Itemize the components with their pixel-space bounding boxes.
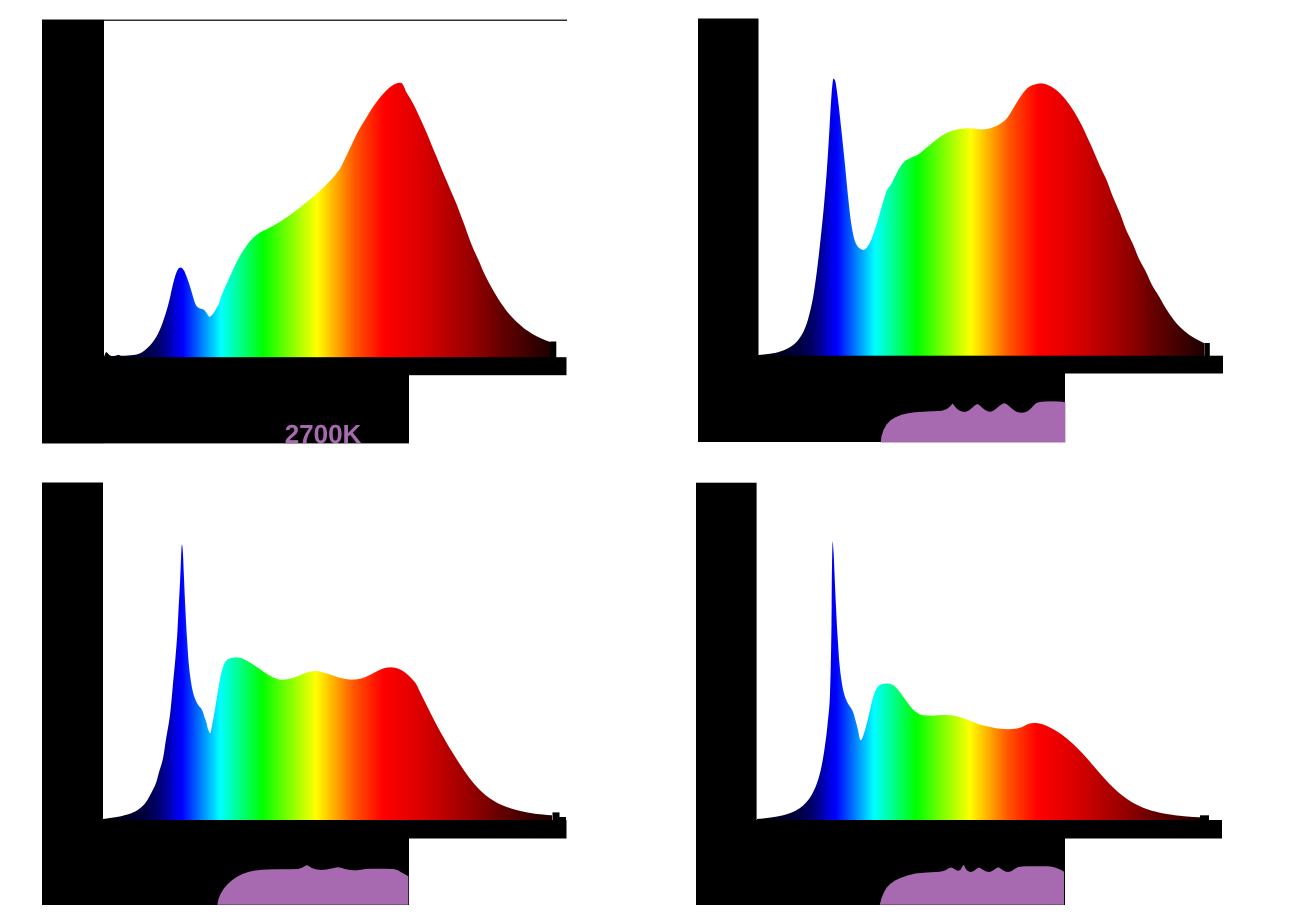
svg-text:2700K: 2700K — [285, 419, 362, 449]
